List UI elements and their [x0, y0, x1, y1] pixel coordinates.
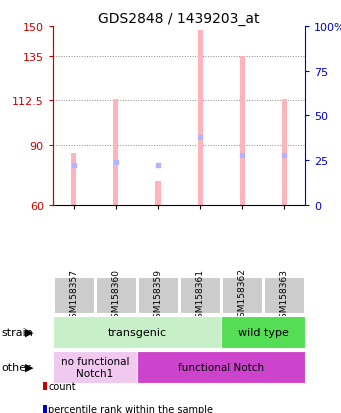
FancyBboxPatch shape [53, 316, 221, 348]
Text: count: count [48, 381, 76, 391]
Point [155, 163, 161, 169]
Text: GSM158357: GSM158357 [69, 268, 78, 323]
Point [197, 134, 203, 141]
FancyBboxPatch shape [54, 277, 94, 313]
Text: GSM158361: GSM158361 [195, 268, 205, 323]
Text: strain: strain [2, 327, 33, 337]
Point [239, 152, 245, 159]
FancyBboxPatch shape [96, 277, 136, 313]
Text: GSM158359: GSM158359 [153, 268, 163, 323]
FancyBboxPatch shape [264, 277, 305, 313]
Bar [240, 57, 244, 205]
FancyBboxPatch shape [180, 277, 220, 313]
Text: GSM158360: GSM158360 [112, 268, 120, 323]
Bar [282, 100, 287, 205]
Bar [71, 154, 76, 205]
Bar [155, 182, 161, 205]
Text: ▶: ▶ [25, 362, 33, 372]
Point [71, 163, 77, 169]
FancyBboxPatch shape [137, 351, 305, 383]
Text: other: other [2, 362, 31, 372]
Text: functional Notch: functional Notch [178, 362, 264, 372]
Title: GDS2848 / 1439203_at: GDS2848 / 1439203_at [98, 12, 260, 26]
Text: percentile rank within the sample: percentile rank within the sample [48, 404, 213, 413]
Text: ▶: ▶ [25, 327, 33, 337]
FancyBboxPatch shape [221, 316, 305, 348]
Text: no functional
Notch1: no functional Notch1 [61, 356, 129, 378]
Bar [197, 31, 203, 205]
Bar [114, 100, 118, 205]
FancyBboxPatch shape [138, 277, 178, 313]
Text: transgenic: transgenic [107, 327, 166, 337]
FancyBboxPatch shape [53, 351, 137, 383]
Point [113, 159, 119, 166]
Point [281, 152, 287, 159]
Text: GSM158363: GSM158363 [280, 268, 289, 323]
FancyBboxPatch shape [222, 277, 262, 313]
Text: GSM158362: GSM158362 [238, 268, 247, 323]
Text: wild type: wild type [238, 327, 288, 337]
